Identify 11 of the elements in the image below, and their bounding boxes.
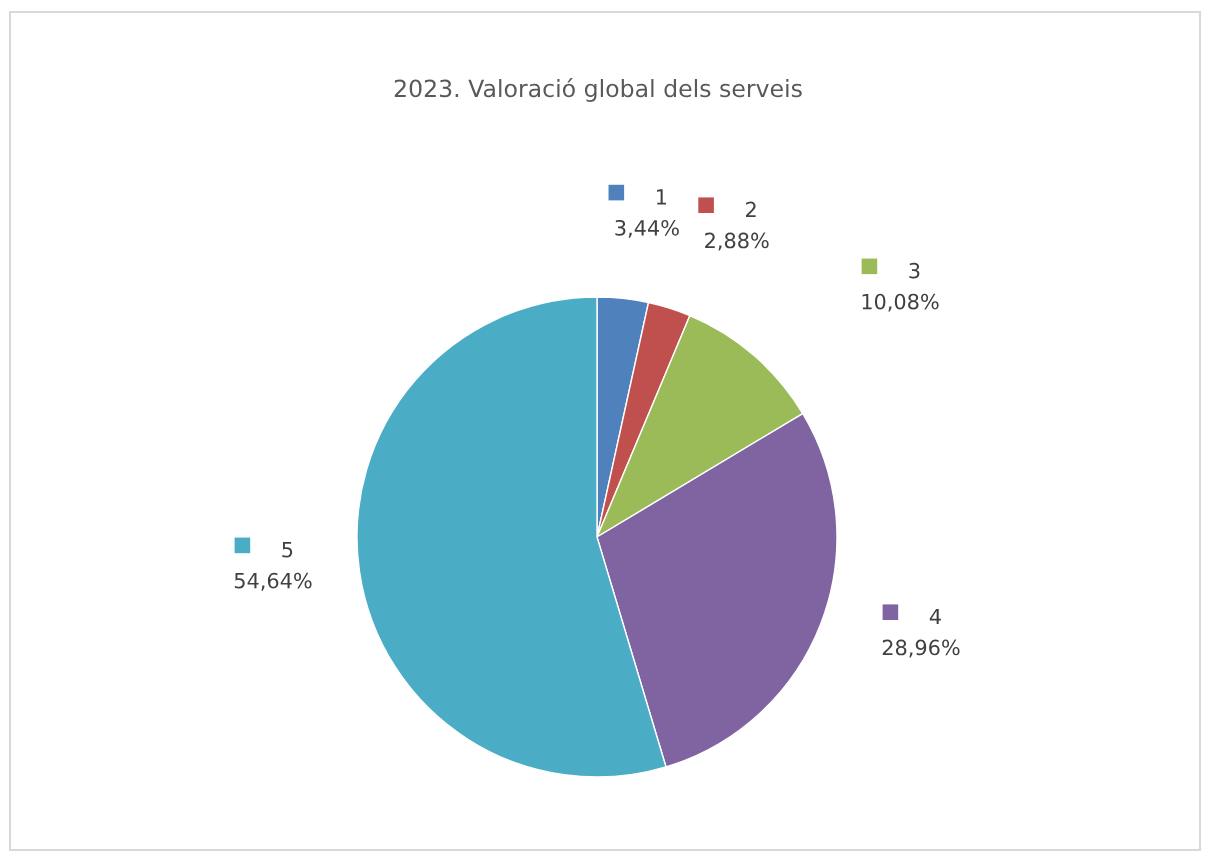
legend-label: 1	[656, 189, 667, 205]
legend-label: 3	[909, 262, 920, 279]
data-label: 10,08%	[862, 293, 939, 312]
data-label: 54,64%	[234, 572, 312, 591]
chart-title: 2023. Valoració global dels serveis	[394, 78, 802, 102]
data-label: 28,96%	[882, 639, 960, 658]
legend-label: 2	[746, 201, 756, 218]
legend-label: 5	[282, 542, 293, 558]
data-label: 2,88%	[705, 232, 769, 251]
data-label: 3,44%	[615, 219, 679, 238]
legend-label: 4	[929, 608, 941, 625]
